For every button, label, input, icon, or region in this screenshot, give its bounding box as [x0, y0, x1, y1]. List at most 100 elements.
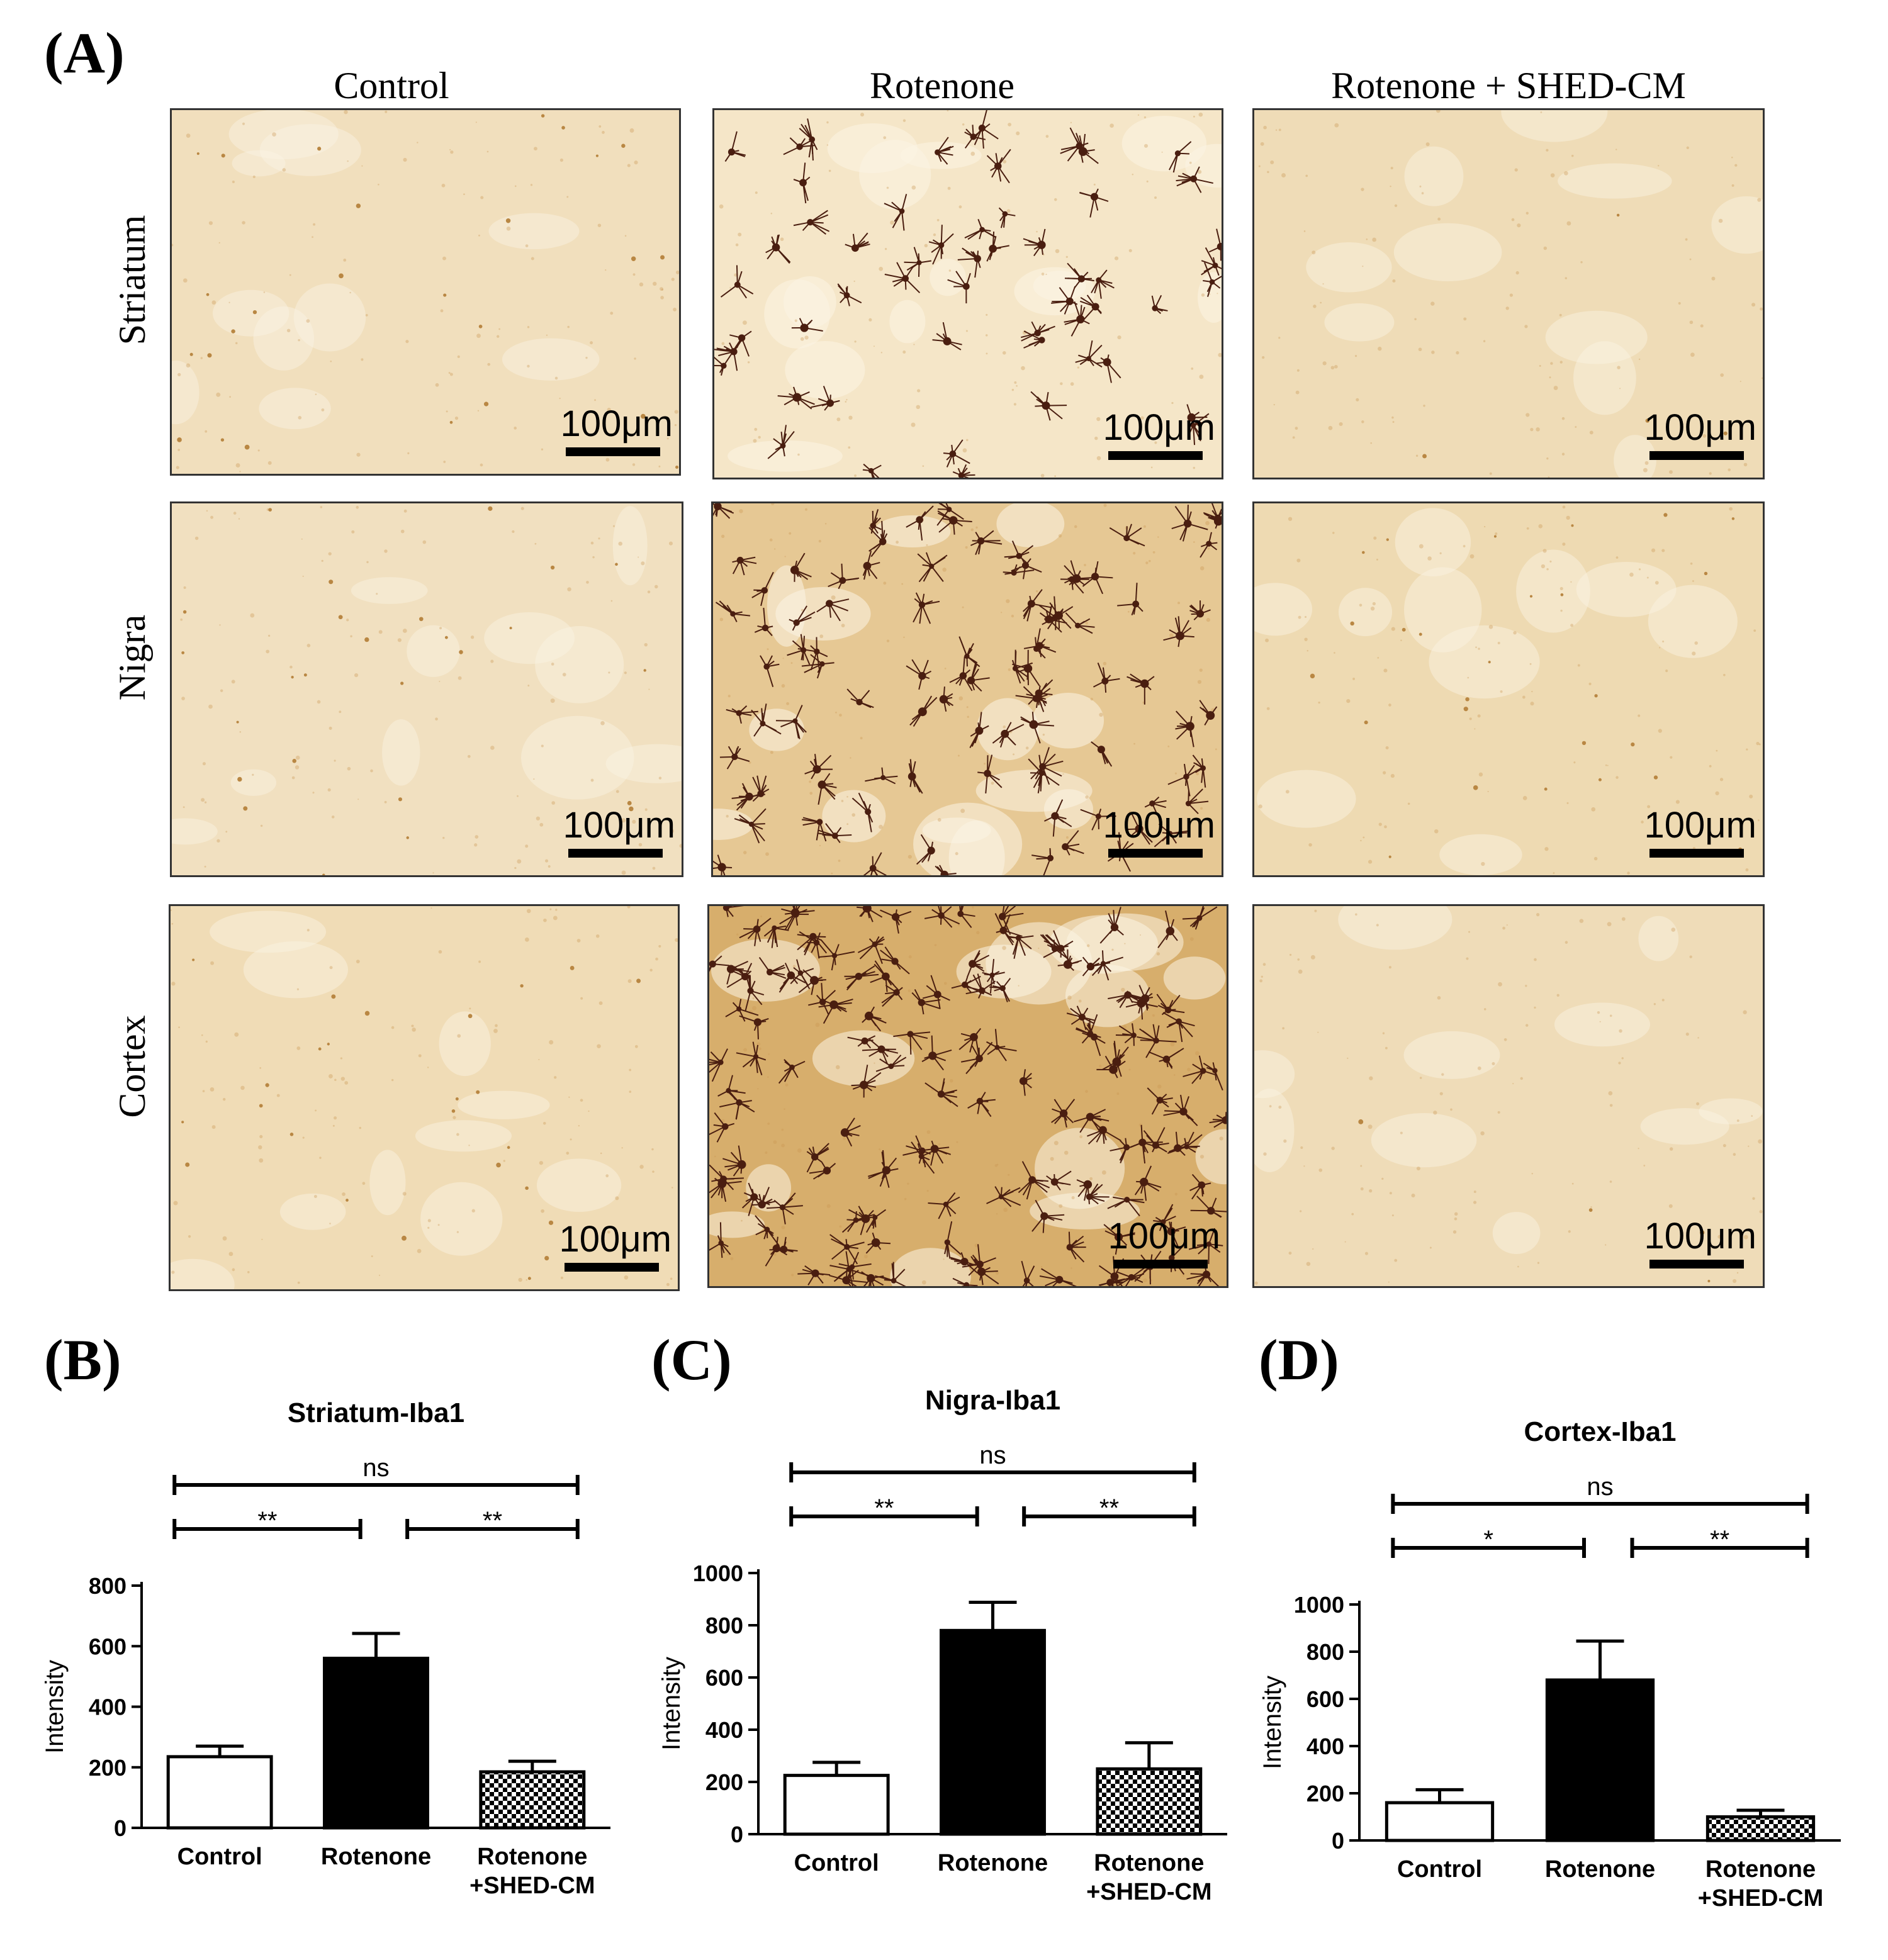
- tissue-speckle: [1011, 388, 1014, 391]
- tissue-speckle: [1070, 1267, 1072, 1269]
- microglia-cell: [252, 310, 257, 315]
- tissue-speckle: [1110, 123, 1114, 128]
- tissue-speckle: [1615, 776, 1619, 779]
- microglia-cell: [862, 463, 882, 478]
- microglia-cell: [932, 322, 962, 350]
- tissue-speckle: [736, 933, 739, 936]
- tissue-speckle: [879, 1148, 881, 1151]
- tissue-speckle: [1615, 556, 1619, 559]
- tissue-speckle: [1473, 1190, 1476, 1193]
- tissue-speckle: [239, 731, 242, 733]
- microglia-cell: [1101, 1041, 1129, 1077]
- microglia-cell: [550, 565, 555, 570]
- microglia-cell: [259, 1104, 263, 1108]
- tissue-texture: [874, 515, 951, 547]
- tissue-speckle: [1609, 1104, 1613, 1107]
- tissue-speckle: [319, 1156, 322, 1159]
- microglia-cell: [799, 118, 818, 161]
- microglia-cell: [1064, 262, 1094, 289]
- microglia-cell: [509, 627, 512, 630]
- tissue-speckle: [1621, 917, 1626, 921]
- tissue-speckle: [1588, 682, 1592, 685]
- microglia-cell: [1463, 707, 1468, 712]
- tissue-speckle: [592, 556, 595, 559]
- tissue-speckle: [1292, 436, 1295, 439]
- significance-label: **: [1099, 1494, 1119, 1522]
- tissue-speckle: [446, 410, 448, 413]
- tissue-speckle: [1389, 1192, 1392, 1195]
- tissue-speckle: [668, 541, 673, 546]
- tissue-speckle: [962, 123, 965, 126]
- tissue-speckle: [402, 1192, 407, 1196]
- tissue-speckle: [206, 510, 208, 512]
- tissue-speckle: [1709, 472, 1712, 475]
- tissue-speckle: [1454, 1217, 1458, 1221]
- tissue-speckle: [517, 795, 519, 797]
- tissue-speckle: [743, 851, 747, 854]
- tissue-speckle: [1258, 804, 1262, 809]
- tissue-speckle: [913, 344, 915, 345]
- tissue-speckle: [257, 449, 260, 452]
- tissue-speckle: [463, 193, 465, 196]
- tissue-speckle: [848, 446, 851, 449]
- tissue-texture: [1306, 242, 1392, 293]
- significance-label: *: [1483, 1526, 1493, 1554]
- tissue-speckle: [1003, 160, 1007, 164]
- tissue-speckle: [1416, 1167, 1420, 1171]
- tissue-texture: [1254, 583, 1313, 636]
- tissue-texture: [382, 719, 420, 786]
- tissue-speckle: [652, 866, 656, 870]
- tissue-speckle: [966, 706, 969, 708]
- microglia-cell: [765, 234, 791, 264]
- tissue-texture: [407, 625, 460, 677]
- tissue-texture: [1198, 272, 1222, 323]
- tissue-speckle: [1079, 1135, 1083, 1139]
- tissue-speckle: [1526, 211, 1529, 215]
- tissue-speckle: [838, 860, 841, 862]
- microglia-cell: [998, 207, 1016, 228]
- tissue-speckle: [340, 1077, 346, 1081]
- tissue-speckle: [947, 110, 949, 111]
- tissue-speckle: [204, 865, 206, 868]
- tissue-speckle: [183, 586, 186, 589]
- tissue-speckle: [886, 186, 889, 189]
- tissue-speckle: [765, 852, 769, 856]
- tissue-speckle: [1376, 558, 1378, 561]
- tissue-speckle: [1609, 1014, 1612, 1017]
- microglia-cell: [964, 123, 991, 149]
- tissue-speckle: [1364, 1252, 1368, 1255]
- tissue-speckle: [907, 1182, 909, 1185]
- tissue-speckle: [1675, 800, 1680, 804]
- tissue-speckle: [272, 132, 276, 137]
- tissue-speckle: [730, 1257, 734, 1260]
- tissue-speckle: [321, 559, 323, 562]
- tissue-speckle: [1546, 568, 1549, 571]
- microglia-cell: [967, 661, 990, 692]
- microglia-cell: [1065, 612, 1095, 634]
- tissue-speckle: [545, 859, 549, 863]
- tissue-speckle: [819, 844, 821, 847]
- microglia-cell: [570, 966, 575, 970]
- tissue-speckle: [944, 668, 947, 669]
- tissue-speckle: [233, 512, 237, 515]
- tissue-speckle: [188, 1235, 191, 1238]
- tissue-speckle: [996, 1212, 998, 1215]
- tissue-texture: [822, 790, 886, 843]
- tissue-speckle: [1431, 350, 1435, 354]
- tissue-speckle: [1084, 564, 1086, 566]
- tissue-speckle: [1261, 975, 1263, 978]
- tissue-speckle: [1463, 545, 1466, 547]
- tissue-speckle: [357, 798, 359, 800]
- microglia-cell: [1560, 593, 1564, 596]
- scale-bar-label: 100μm: [559, 1219, 671, 1260]
- tissue-speckle: [597, 223, 602, 227]
- tissue-speckle: [1377, 657, 1379, 659]
- tissue-speckle: [958, 754, 960, 757]
- tissue-speckle: [671, 277, 675, 281]
- microglia-cell: [1588, 1208, 1593, 1212]
- panel-label-d: (D): [1259, 1328, 1339, 1392]
- tissue-speckle: [422, 540, 427, 544]
- tissue-speckle: [1191, 367, 1194, 370]
- x-tick-label: Control: [177, 1844, 262, 1870]
- tissue-speckle: [1531, 690, 1533, 693]
